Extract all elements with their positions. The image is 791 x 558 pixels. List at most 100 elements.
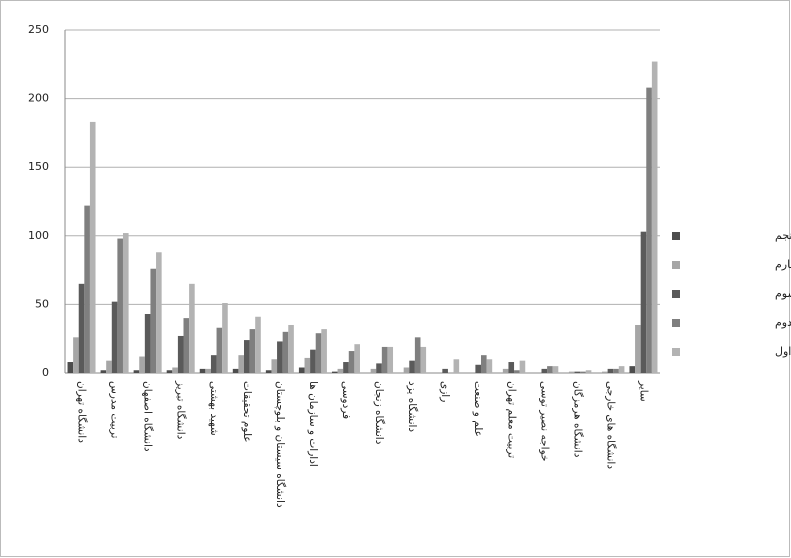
bar bbox=[321, 329, 327, 373]
bar bbox=[271, 359, 278, 373]
bar bbox=[117, 238, 123, 373]
bar bbox=[387, 346, 394, 373]
bar bbox=[414, 337, 421, 373]
bar bbox=[172, 367, 178, 373]
x-tick-label: دانشگاه تهران bbox=[76, 381, 89, 443]
bar bbox=[216, 327, 223, 373]
bar bbox=[100, 370, 107, 373]
x-tick-label: سایر bbox=[637, 380, 649, 402]
bar bbox=[519, 360, 526, 373]
bar bbox=[629, 366, 636, 373]
x-tick-label: دانشگاه اصفهان bbox=[142, 381, 155, 452]
bar bbox=[89, 121, 96, 373]
legend-label: نویسنده سوم bbox=[775, 287, 791, 300]
legend-label: نویسنده اول bbox=[775, 345, 791, 358]
bar bbox=[640, 231, 647, 373]
y-tick-label: 150 bbox=[28, 160, 49, 173]
y-tick-label: 50 bbox=[35, 297, 49, 310]
bar bbox=[222, 303, 228, 373]
x-tick-label: شهید بهشتی bbox=[208, 381, 220, 436]
x-tick-label: دانشگاه یزد bbox=[406, 381, 419, 432]
bar bbox=[541, 368, 548, 373]
legend-label: نویسنده چهارم bbox=[775, 258, 791, 271]
x-tick-label: علوم تحقیقات bbox=[241, 381, 253, 443]
bar bbox=[585, 370, 592, 373]
bar bbox=[78, 283, 85, 373]
bar bbox=[635, 324, 641, 373]
bar bbox=[453, 359, 460, 373]
x-tick-label: فردوسی bbox=[340, 381, 352, 419]
bar bbox=[177, 335, 184, 373]
bar bbox=[343, 362, 349, 373]
x-tick-label: تربیت مدرس bbox=[109, 381, 121, 439]
bar bbox=[646, 87, 652, 374]
bar bbox=[442, 368, 448, 373]
bar bbox=[502, 368, 509, 373]
bar bbox=[122, 233, 129, 373]
bar bbox=[133, 370, 140, 373]
bar bbox=[607, 368, 614, 373]
x-tick-label: دانشگاه زنجان bbox=[373, 381, 386, 445]
bar bbox=[67, 362, 74, 373]
bar bbox=[111, 301, 118, 373]
bar bbox=[288, 324, 294, 373]
bar bbox=[304, 357, 311, 373]
bar bbox=[348, 351, 355, 373]
bar bbox=[282, 331, 289, 373]
legend-swatch bbox=[672, 290, 680, 298]
bar bbox=[232, 368, 239, 373]
x-tick-label: علم و صنعت bbox=[472, 381, 484, 437]
bar bbox=[475, 364, 481, 373]
bar bbox=[370, 368, 377, 373]
x-tick-label: دانشگاه سیستان و بلوچستان bbox=[274, 381, 287, 508]
bar bbox=[315, 333, 322, 373]
bar bbox=[166, 370, 173, 373]
bar bbox=[255, 316, 261, 373]
x-tick-label: دانشگاه تبریز bbox=[175, 380, 188, 440]
bar bbox=[381, 346, 388, 373]
bar bbox=[265, 370, 272, 373]
bar bbox=[244, 340, 250, 373]
legend-swatch bbox=[672, 319, 680, 327]
bar bbox=[210, 355, 217, 373]
bar bbox=[580, 371, 586, 373]
bar bbox=[298, 367, 305, 373]
legend-swatch bbox=[672, 261, 680, 269]
bar bbox=[547, 366, 553, 373]
bar bbox=[139, 356, 145, 373]
x-tick-label: تربیت معلم تهران bbox=[505, 381, 517, 458]
bar bbox=[156, 252, 162, 373]
y-tick-label: 250 bbox=[28, 23, 49, 36]
bar bbox=[331, 371, 338, 373]
bar bbox=[574, 371, 581, 373]
x-tick-label: رازی bbox=[439, 381, 451, 402]
bar bbox=[354, 344, 360, 373]
bar bbox=[183, 318, 190, 373]
legend-label: نویسنده دوم bbox=[775, 316, 791, 329]
y-tick-label: 100 bbox=[28, 229, 49, 242]
x-tick-label: خواجه نصیر توسی bbox=[538, 381, 550, 462]
legend-swatch bbox=[672, 232, 680, 240]
bar bbox=[486, 359, 493, 373]
bar bbox=[106, 360, 112, 373]
bar bbox=[84, 205, 90, 373]
bar bbox=[189, 283, 195, 373]
x-tick-label: دانشگاه های خارجی bbox=[604, 381, 617, 469]
bar bbox=[238, 355, 245, 373]
bar bbox=[420, 346, 427, 373]
bar bbox=[310, 349, 316, 373]
bar bbox=[205, 368, 211, 373]
y-tick-label: 200 bbox=[28, 92, 49, 105]
x-tick-label: ادارات و سازمان ها bbox=[307, 381, 319, 467]
bar bbox=[403, 367, 410, 373]
bar bbox=[144, 314, 151, 373]
bar bbox=[480, 355, 487, 373]
legend-label: نویسنده پنجم bbox=[775, 229, 791, 242]
bar bbox=[552, 366, 559, 373]
bar bbox=[277, 341, 283, 373]
bar bbox=[337, 368, 344, 373]
bar bbox=[568, 371, 575, 373]
bar bbox=[249, 329, 256, 373]
x-tick-label: دانشگاه هرمزگان bbox=[571, 381, 584, 458]
